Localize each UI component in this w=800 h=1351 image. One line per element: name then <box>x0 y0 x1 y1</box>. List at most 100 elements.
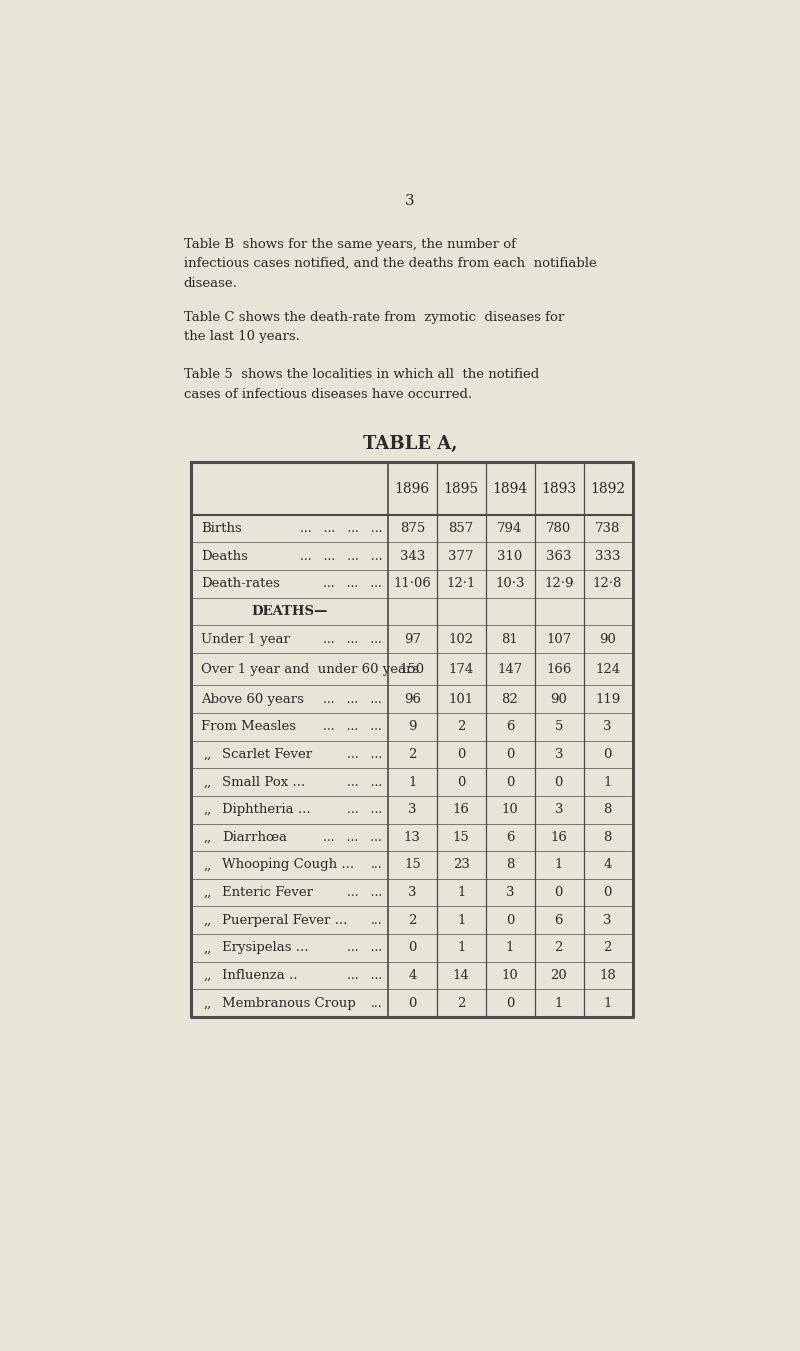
Text: Table B  shows for the same years, the number of
infectious cases notified, and : Table B shows for the same years, the nu… <box>184 238 597 289</box>
Text: 2: 2 <box>457 997 466 1009</box>
Text: 3: 3 <box>554 804 563 816</box>
Text: Table C shows the death-rate from  zymotic  diseases for
the last 10 years.: Table C shows the death-rate from zymoti… <box>184 311 564 343</box>
Text: 0: 0 <box>408 997 417 1009</box>
Text: 174: 174 <box>449 662 474 676</box>
Text: 2: 2 <box>603 942 612 954</box>
Text: 12·8: 12·8 <box>593 577 622 590</box>
Text: 0: 0 <box>554 775 563 789</box>
Text: 0: 0 <box>506 997 514 1009</box>
Text: Puerperal Fever ...: Puerperal Fever ... <box>222 913 348 927</box>
Text: DEATHS—: DEATHS— <box>252 605 328 617</box>
Text: 310: 310 <box>498 550 522 563</box>
Text: ...   ...   ...: ... ... ... <box>323 831 382 844</box>
Text: 10: 10 <box>502 804 518 816</box>
Text: 0: 0 <box>603 748 612 761</box>
Text: ,,: ,, <box>204 969 212 982</box>
Text: ,,: ,, <box>204 831 212 844</box>
Text: 13: 13 <box>404 831 421 844</box>
Text: 2: 2 <box>457 720 466 734</box>
Text: 10: 10 <box>502 969 518 982</box>
Text: ...   ...   ...   ...: ... ... ... ... <box>300 550 382 563</box>
Text: 82: 82 <box>502 693 518 705</box>
Text: 1: 1 <box>506 942 514 954</box>
Text: ...   ...: ... ... <box>347 748 382 761</box>
Text: 343: 343 <box>400 550 425 563</box>
Text: 23: 23 <box>453 858 470 871</box>
Text: Influenza ..: Influenza .. <box>222 969 298 982</box>
Text: TABLE A,: TABLE A, <box>362 435 458 454</box>
Text: 166: 166 <box>546 662 571 676</box>
Text: 0: 0 <box>506 913 514 927</box>
Text: ...: ... <box>370 913 382 927</box>
Text: Above 60 years: Above 60 years <box>201 693 304 705</box>
Text: 147: 147 <box>498 662 522 676</box>
Text: From Measles: From Measles <box>201 720 296 734</box>
Text: 6: 6 <box>506 720 514 734</box>
Text: Erysipelas ...: Erysipelas ... <box>222 942 309 954</box>
Text: 15: 15 <box>404 858 421 871</box>
Text: 333: 333 <box>595 550 620 563</box>
Text: 3: 3 <box>506 886 514 898</box>
Text: 101: 101 <box>449 693 474 705</box>
Text: ...   ...   ...: ... ... ... <box>323 577 382 590</box>
Text: 4: 4 <box>408 969 417 982</box>
Text: 0: 0 <box>554 886 563 898</box>
Text: Death-rates: Death-rates <box>201 577 280 590</box>
Text: 0: 0 <box>506 775 514 789</box>
Text: ,,: ,, <box>204 748 212 761</box>
Text: 1895: 1895 <box>443 481 478 496</box>
Text: Deaths: Deaths <box>201 550 248 563</box>
Text: 12·9: 12·9 <box>544 577 574 590</box>
Text: Births: Births <box>201 521 242 535</box>
Text: ...   ...   ...: ... ... ... <box>323 693 382 705</box>
Text: 18: 18 <box>599 969 616 982</box>
Text: 780: 780 <box>546 521 571 535</box>
Text: 97: 97 <box>404 632 421 646</box>
Text: 1894: 1894 <box>492 481 528 496</box>
Text: 6: 6 <box>506 831 514 844</box>
Text: 3: 3 <box>408 886 417 898</box>
Text: Table 5  shows the localities in which all  the notified
cases of infectious dis: Table 5 shows the localities in which al… <box>184 369 539 401</box>
Text: 1893: 1893 <box>542 481 576 496</box>
Text: ,,: ,, <box>204 997 212 1009</box>
Text: 1: 1 <box>554 997 563 1009</box>
Text: 124: 124 <box>595 662 620 676</box>
Text: ...: ... <box>370 997 382 1009</box>
Text: 8: 8 <box>603 804 612 816</box>
Text: ...   ...: ... ... <box>347 775 382 789</box>
Text: ...   ...   ...: ... ... ... <box>323 720 382 734</box>
Text: 363: 363 <box>546 550 571 563</box>
Text: ,,: ,, <box>204 858 212 871</box>
Text: ...   ...   ...: ... ... ... <box>323 632 382 646</box>
Text: 1892: 1892 <box>590 481 625 496</box>
Text: ,,: ,, <box>204 804 212 816</box>
Text: ...: ... <box>370 858 382 871</box>
Text: Under 1 year: Under 1 year <box>201 632 290 646</box>
Text: 12·1: 12·1 <box>446 577 476 590</box>
Text: 2: 2 <box>408 913 417 927</box>
Text: 90: 90 <box>550 693 567 705</box>
Text: 4: 4 <box>603 858 612 871</box>
Text: 16: 16 <box>550 831 567 844</box>
Text: 857: 857 <box>449 521 474 535</box>
Text: Diphtheria ...: Diphtheria ... <box>222 804 311 816</box>
Text: 1: 1 <box>603 775 612 789</box>
Text: 16: 16 <box>453 804 470 816</box>
Text: 1: 1 <box>408 775 417 789</box>
Text: 20: 20 <box>550 969 567 982</box>
Text: 8: 8 <box>603 831 612 844</box>
Text: ,,: ,, <box>204 913 212 927</box>
Text: 3: 3 <box>408 804 417 816</box>
Text: 1896: 1896 <box>394 481 430 496</box>
Text: 5: 5 <box>554 720 563 734</box>
Text: 3: 3 <box>603 913 612 927</box>
Text: 14: 14 <box>453 969 470 982</box>
Text: 6: 6 <box>554 913 563 927</box>
Text: 0: 0 <box>603 886 612 898</box>
Text: 0: 0 <box>408 942 417 954</box>
Text: 1: 1 <box>603 997 612 1009</box>
Text: 15: 15 <box>453 831 470 844</box>
Text: 1: 1 <box>457 886 466 898</box>
Text: 102: 102 <box>449 632 474 646</box>
Text: 3: 3 <box>603 720 612 734</box>
